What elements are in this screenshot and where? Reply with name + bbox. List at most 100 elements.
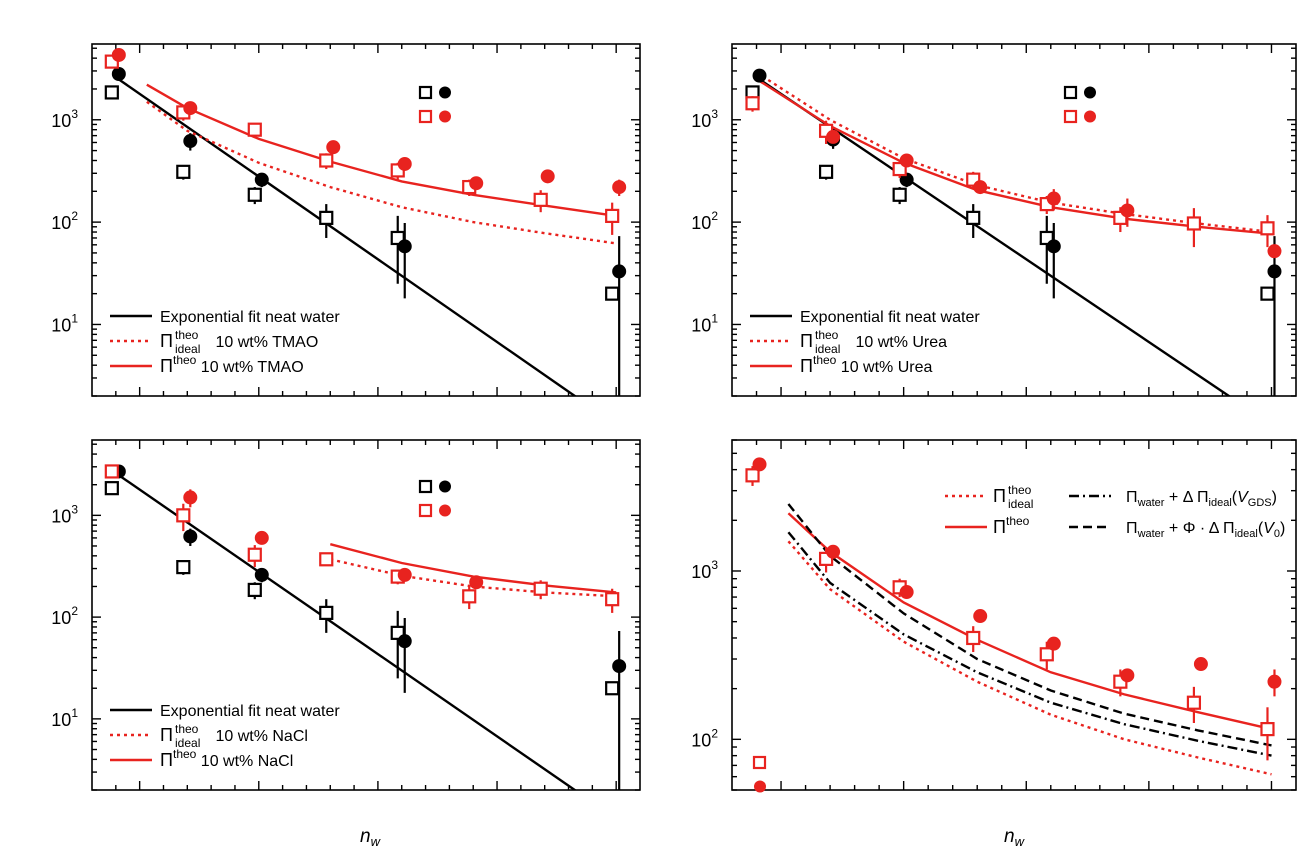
y-tick-label: 102 [691, 726, 718, 750]
plot-area [104, 464, 627, 790]
marker-circle [1046, 636, 1061, 651]
marker-circle [752, 457, 767, 472]
marker-square [605, 681, 620, 696]
marker-square [605, 208, 620, 224]
x-axis-label: nw [1004, 826, 1026, 849]
marker-circle [973, 609, 988, 624]
legend-circle [439, 504, 451, 517]
marker-square [966, 630, 981, 646]
marker-circle [469, 575, 484, 590]
series-line-2 [755, 77, 1272, 235]
marker-square [966, 210, 981, 225]
marker-circle [540, 169, 555, 184]
legend-circle [754, 780, 766, 793]
marker-circle [1267, 264, 1282, 279]
panel-C: 101 102 103 Exponential fit neat water Π theo… [51, 439, 641, 791]
marker-circle [397, 634, 412, 649]
plot-frame [731, 439, 1297, 791]
panel-A: 101 102 103 Exponential fit neat water Π theo… [51, 43, 641, 397]
legend-square [418, 85, 433, 100]
series-line-1 [755, 71, 1272, 234]
marker-square [605, 286, 620, 301]
marker-square [745, 468, 760, 483]
marker-circle [326, 140, 341, 155]
legend-theory-label: Πtheo [993, 514, 1030, 537]
marker-circle [826, 544, 841, 559]
marker-square [1260, 221, 1275, 236]
marker-square [247, 582, 262, 598]
marker-circle [111, 47, 126, 62]
marker-circle [1267, 674, 1282, 689]
marker-square [104, 464, 119, 479]
legend-theory-label: Πwater + Δ Πideal(VGDS) [1126, 489, 1277, 509]
marker-circle [612, 264, 627, 279]
marker-square [1260, 286, 1275, 301]
legend-square [418, 109, 433, 124]
y-tick-label: 103 [691, 107, 718, 131]
marker-square [1039, 647, 1054, 662]
marker-circle [899, 153, 914, 168]
legend-circle [439, 110, 451, 123]
marker-square [1186, 216, 1202, 231]
legend-circle [439, 86, 451, 99]
marker-square [104, 481, 119, 496]
y-tick-label: 103 [691, 558, 718, 582]
legend-circle [439, 480, 451, 493]
plot-frame [91, 439, 641, 791]
marker-circle [1120, 203, 1135, 218]
y-tick-label: 101 [51, 311, 78, 335]
legend-square [418, 479, 433, 494]
legend-theory-label: Πwater + Φ · Δ Πideal(V0) [1126, 520, 1285, 540]
y-tick-label: 102 [51, 209, 78, 233]
plot-frame [731, 43, 1297, 397]
legend-theory-label: Exponential fit neat water [160, 703, 340, 720]
legend-theory-label: Exponential fit neat water [160, 309, 340, 326]
marker-circle [183, 529, 198, 544]
legend-theory-label: Πtheo 10 wt% NaCl [160, 747, 293, 770]
marker-square [319, 210, 334, 225]
y-tick-label: 102 [691, 209, 718, 233]
marker-square [247, 547, 262, 562]
plot-area [745, 457, 1282, 776]
marker-square [533, 192, 548, 207]
marker-circle [1046, 191, 1061, 206]
legend-theory-label: Πtheo 10 wt% Urea [800, 353, 933, 376]
marker-square [533, 581, 548, 596]
legend-square [752, 755, 767, 770]
marker-square [247, 122, 262, 137]
marker-circle [469, 176, 484, 191]
marker-circle [111, 67, 126, 82]
marker-square [892, 187, 907, 202]
y-tick-label: 101 [691, 311, 718, 335]
series-line-1 [146, 100, 617, 245]
panel-B: 101 102 103 Exponential fit neat water Π theo… [691, 43, 1297, 397]
marker-circle [397, 239, 412, 254]
y-tick-label: 101 [51, 706, 78, 730]
series-line-0 [115, 76, 577, 396]
marker-circle [397, 567, 412, 582]
marker-square [319, 605, 334, 620]
marker-square [176, 560, 191, 575]
marker-square [1186, 695, 1202, 710]
marker-circle [254, 172, 269, 187]
plot-area [745, 68, 1282, 396]
series-line-0 [787, 540, 1272, 776]
x-axis-label: nw [360, 826, 382, 849]
marker-square [462, 589, 477, 604]
legend-square [1063, 109, 1078, 124]
marker-square [247, 187, 262, 202]
plot-area [104, 47, 627, 396]
marker-circle [752, 68, 767, 83]
marker-square [104, 85, 119, 100]
marker-circle [1267, 244, 1282, 259]
series-line-3 [787, 503, 1272, 747]
marker-square [605, 592, 620, 607]
marker-circle [183, 490, 198, 505]
legend-theory-label: Πtheo 10 wt% TMAO [160, 353, 304, 376]
marker-circle [183, 101, 198, 116]
marker-circle [397, 156, 412, 171]
